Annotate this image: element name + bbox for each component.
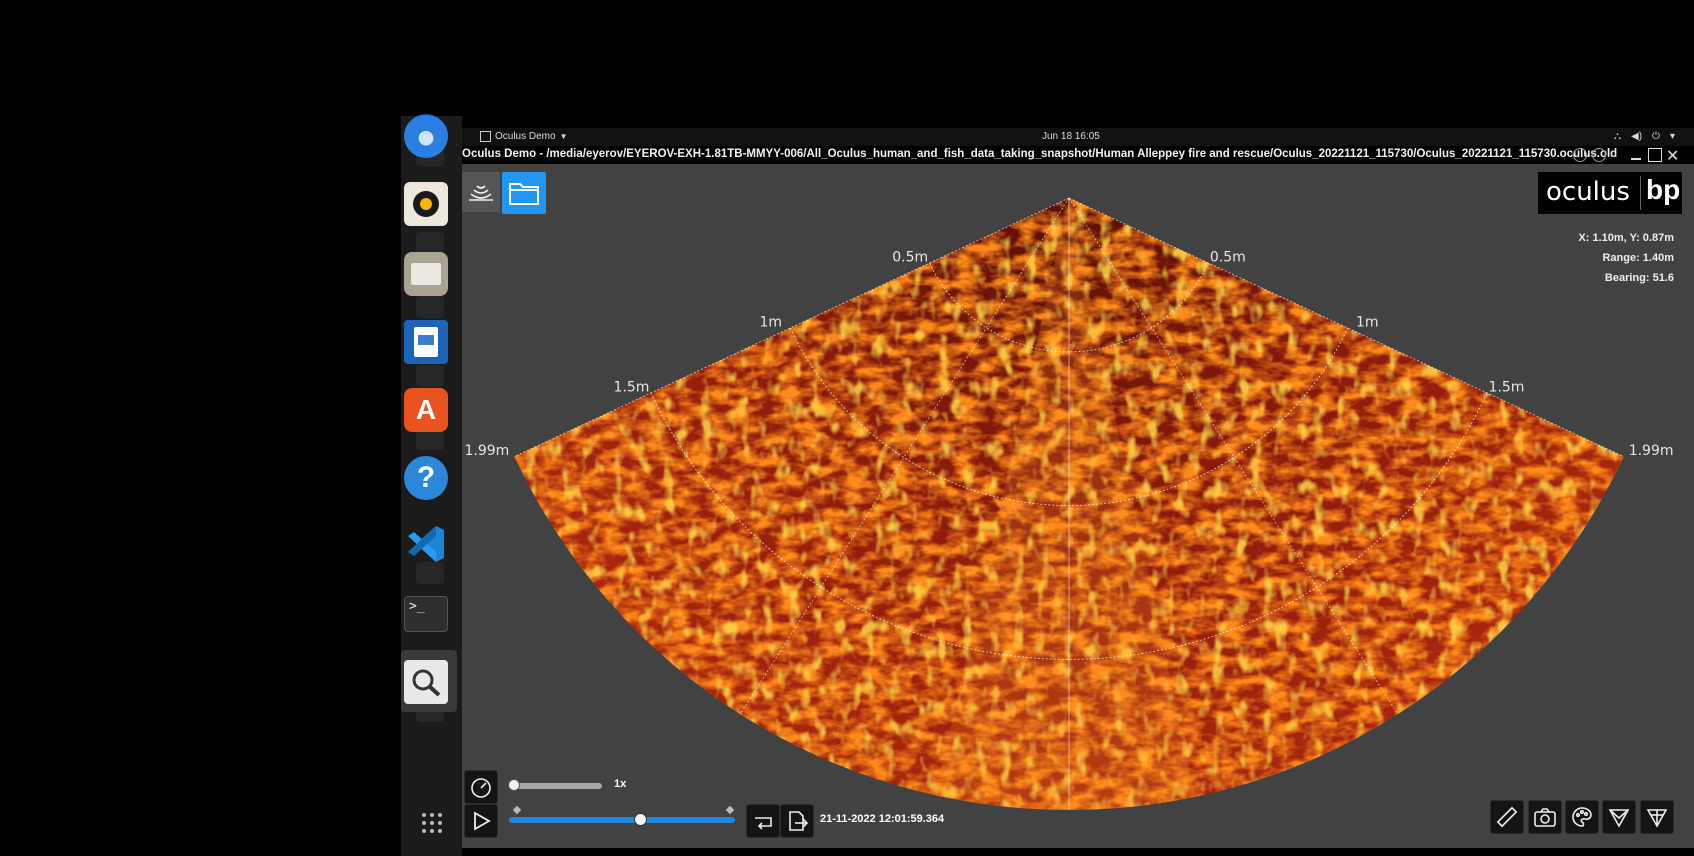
fan-grid-icon [1646, 809, 1668, 828]
sonar-fan [514, 198, 1624, 811]
camera-icon [1534, 808, 1556, 827]
network-icon: ⛬ [1614, 131, 1621, 142]
playback-speed-button[interactable] [464, 770, 498, 804]
power-icon: ⏻ [1652, 131, 1660, 142]
range-ring-label: 0.5m [892, 250, 928, 266]
app-menu-label: Oculus Demo [495, 131, 556, 142]
terminal-icon[interactable]: >_ [404, 596, 448, 632]
logo-text: oculus [1546, 177, 1630, 207]
export-icon [789, 811, 809, 831]
speedometer-icon [471, 778, 491, 798]
clock[interactable]: Jun 18 16:05 [1042, 131, 1100, 142]
settings-gear-icon[interactable] [1592, 148, 1606, 162]
rhythmbox-icon[interactable] [404, 182, 448, 226]
range-ring-label: 1.99m [464, 443, 509, 459]
dock-ghost [416, 365, 444, 387]
palette-button[interactable] [1565, 800, 1599, 834]
files-icon[interactable] [404, 252, 448, 296]
folder-icon [509, 183, 539, 205]
range-ring [929, 262, 1209, 353]
range-ring-label: 1.99m [1629, 443, 1674, 459]
dock-ghost [416, 296, 444, 318]
maximize-button[interactable] [1648, 148, 1662, 162]
screenshot-button[interactable] [1528, 800, 1562, 834]
play-button[interactable] [464, 804, 498, 838]
range-readout: Range: 1.40m [1602, 252, 1674, 264]
system-tray[interactable]: ⛬ ◀) ⏻ ▾ [1614, 131, 1675, 142]
play-icon [474, 811, 491, 831]
app-menu[interactable]: Oculus Demo ▼ [480, 131, 568, 142]
range-ring-label: 1m [1356, 315, 1379, 331]
ruler-icon [1496, 806, 1518, 828]
playback-timestamp: 21-11-2022 12:01:59.364 [820, 813, 945, 825]
window-title-bar: Oculus Demo - /media/eyerov/EYEROV-EXH-1… [462, 146, 1694, 164]
top-bar: Oculus Demo ▼ Jun 18 16:05 ⛬ ◀) ⏻ ▾ [462, 128, 1694, 146]
palette-icon [1572, 807, 1592, 827]
range-ring-label: 1.5m [614, 380, 650, 396]
grid-toggle-button[interactable] [1640, 800, 1674, 834]
fan-view-button[interactable] [1602, 800, 1636, 834]
vscode-icon[interactable] [404, 522, 448, 566]
volume-icon: ◀) [1631, 131, 1643, 142]
writer-icon[interactable] [404, 320, 448, 364]
timeline-slider-handle[interactable] [634, 813, 647, 826]
minimize-button[interactable] [1629, 148, 1643, 162]
speed-slider-handle[interactable] [508, 779, 520, 791]
range-ring-label: 0.5m [1210, 250, 1246, 266]
partner-logo: bp [1646, 174, 1681, 205]
window-title: Oculus Demo - /media/eyerov/EYEROV-EXH-1… [462, 148, 1618, 160]
help-icon[interactable]: ? [404, 456, 448, 500]
thunderbird-icon[interactable] [404, 114, 448, 158]
dock-ghost [416, 428, 444, 450]
app-menu-icon [480, 131, 491, 142]
oculus-logo: oculus bp [1538, 172, 1682, 214]
loop-icon [755, 817, 772, 830]
fan-icon [1608, 809, 1630, 828]
loop-button[interactable] [746, 804, 780, 838]
close-button[interactable]: ✕ [1666, 148, 1680, 165]
export-button[interactable] [780, 804, 814, 838]
range-ring-label: 1.5m [1489, 380, 1525, 396]
dock-ghost [416, 232, 444, 254]
sonar-connect-button[interactable] [462, 172, 500, 212]
chevron-down-icon: ▼ [559, 132, 568, 141]
bearing-readout: Bearing: 51.6 [1604, 272, 1674, 284]
app-center-icon[interactable]: A [404, 388, 448, 432]
range-ring [789, 327, 1349, 506]
image-viewer-icon[interactable] [404, 660, 448, 704]
cursor-xy-readout: X: 1.10m, Y: 0.87m [1578, 232, 1674, 244]
chevron-down-icon: ▾ [1669, 131, 1675, 142]
open-file-button[interactable] [502, 172, 546, 214]
speed-label: 1x [614, 778, 627, 790]
timeline-slider-track[interactable] [509, 817, 735, 823]
range-bearing-grid [514, 197, 1624, 810]
measure-tool-button[interactable] [1490, 800, 1524, 834]
range-ring-label: 1m [760, 315, 783, 331]
dock-ghost [416, 562, 444, 584]
speed-slider-track[interactable] [510, 783, 602, 789]
show-apps-icon[interactable] [421, 812, 443, 839]
help-button[interactable] [1573, 148, 1587, 162]
